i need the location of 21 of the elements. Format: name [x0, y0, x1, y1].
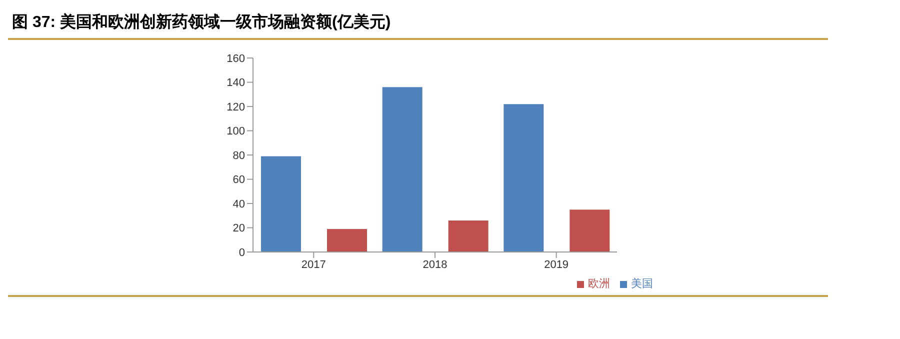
bar	[504, 104, 544, 252]
bar	[261, 156, 301, 252]
y-tick-label: 160	[226, 52, 245, 65]
bar	[382, 87, 422, 252]
y-tick-label: 40	[232, 198, 245, 210]
bar	[570, 210, 610, 252]
x-tick-label: 2017	[301, 258, 326, 271]
y-tick-label: 120	[226, 101, 245, 114]
y-tick-label: 140	[226, 77, 245, 90]
x-tick-label: 2018	[422, 258, 448, 271]
y-tick-label: 20	[232, 222, 245, 235]
legend-label: 欧洲	[588, 278, 610, 290]
y-tick-label: 100	[226, 126, 245, 138]
legend-label: 美国	[631, 278, 653, 290]
y-tick-label: 80	[232, 150, 245, 162]
bar	[448, 220, 488, 252]
x-tick-label: 2019	[544, 258, 569, 271]
y-tick-label: 60	[232, 174, 245, 186]
chart-title: 图 37: 美国和欧洲创新药领域一级市场融资额(亿美元)	[11, 12, 392, 33]
bar	[327, 228, 367, 252]
y-tick-label: 0	[238, 246, 245, 259]
